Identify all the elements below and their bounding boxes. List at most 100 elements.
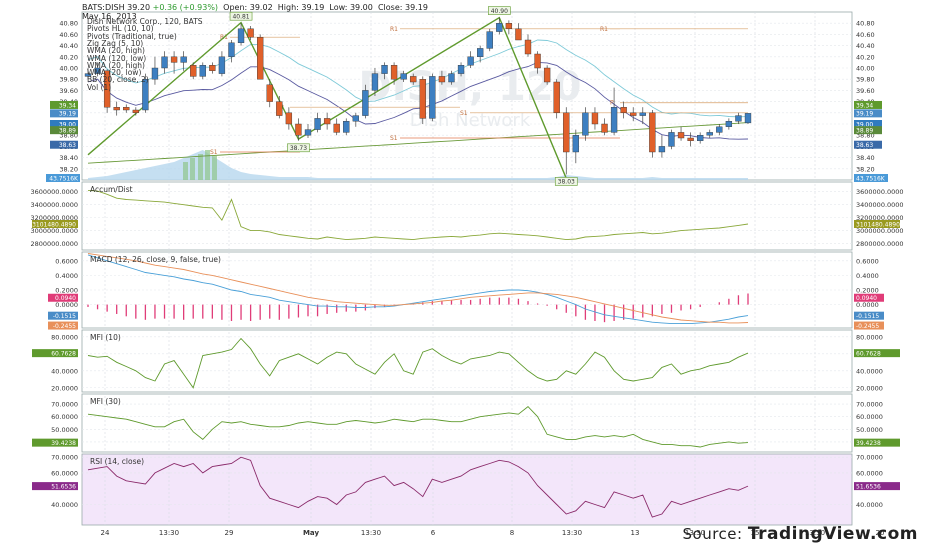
x-tick-label: 15 xyxy=(751,529,760,537)
candle-body xyxy=(285,112,293,125)
candle-body xyxy=(658,146,666,153)
macd-signal-line xyxy=(87,253,749,324)
x-tick-label: 6 xyxy=(431,529,436,537)
value-badge-left xyxy=(32,482,78,491)
pivot-level-label: R1 xyxy=(390,26,398,33)
y-tick-label-left: 3600000.0000 xyxy=(30,188,78,196)
header-line-1: BATS:DISH 39.20 +0.36 (+0.93%) Open: 39.… xyxy=(82,3,428,12)
price-badge-right xyxy=(854,140,882,149)
mfi30-line xyxy=(87,405,749,448)
candle-body xyxy=(228,42,235,57)
y-tick-label-left: 20.0000 xyxy=(51,384,78,392)
price-badge-left-label: 39.34 xyxy=(59,102,76,109)
price-badge-right xyxy=(854,109,882,118)
rsi-line xyxy=(87,456,749,518)
value-badge-left xyxy=(32,219,78,228)
source-prefix: Source: xyxy=(682,525,743,543)
x-tick-label: 8 xyxy=(510,529,514,537)
legend-item[interactable]: Zig Zag (5, 10) xyxy=(87,38,144,48)
candle-body xyxy=(515,28,522,41)
x-tick-label: 13:30 xyxy=(562,529,582,537)
pane-frame xyxy=(81,393,853,453)
candle-body xyxy=(457,64,465,74)
legend-item[interactable]: BB (20, close, 2) xyxy=(87,75,149,85)
price-badge-right-label: 39.19 xyxy=(856,111,873,118)
source-brand: TradingView.com xyxy=(747,524,918,544)
volume-bar xyxy=(212,156,217,180)
pivot-hl-label: 38.03 xyxy=(558,179,575,186)
legend-item[interactable]: Pivots (Traditional, true) xyxy=(87,31,177,41)
y-tick-label-left: 60.0000 xyxy=(51,469,78,477)
price-change: +0.36 (+0.93%) xyxy=(152,3,219,12)
high-label: High: xyxy=(277,3,299,12)
candle-body xyxy=(486,31,493,49)
candle-body xyxy=(668,132,675,147)
value-badge-right xyxy=(854,482,900,491)
candle-body xyxy=(400,73,407,80)
candle-body xyxy=(419,78,426,119)
pane-title: MACD (12, 26, close, 9, false, true) xyxy=(90,255,221,264)
macd-badge-left xyxy=(48,293,78,302)
candle-body xyxy=(543,67,551,83)
y-tick-label-left: 2800000.0000 xyxy=(30,240,78,248)
value-badge-right xyxy=(854,219,900,228)
macd-badge-left-label: -0.2455 xyxy=(53,323,76,330)
y-tick-label-right: 40.0000 xyxy=(856,501,883,509)
y-tick-label-right: 3400000.0000 xyxy=(856,201,904,209)
legend-item[interactable]: Dish Network Corp., 120, BATS xyxy=(87,17,203,26)
candle-body xyxy=(371,73,379,91)
y-tick-label-left: 40.60 xyxy=(59,31,78,39)
candle-body xyxy=(142,78,149,111)
accum-dist-line xyxy=(87,189,749,241)
wma-high-line xyxy=(87,39,749,118)
y-tick-label-left: 3000000.0000 xyxy=(30,227,78,235)
legend-item[interactable]: WMA (120, low) xyxy=(87,53,147,63)
pivot-hl-label: 40.90 xyxy=(491,8,508,15)
macd-badge-left-label: -0.1515 xyxy=(53,313,76,320)
value-badge-left xyxy=(32,438,78,447)
legend-item[interactable]: WMA (20, high) xyxy=(87,60,145,70)
candle-body xyxy=(524,39,532,55)
mfi10-line xyxy=(87,337,749,389)
legend-item[interactable]: Pivots HL (10, 10) xyxy=(87,24,154,34)
x-tick-label: 13:30 xyxy=(685,529,705,537)
legend-item[interactable]: Vol (1) xyxy=(87,82,112,92)
candle-body xyxy=(266,84,273,102)
candle-body xyxy=(314,118,321,130)
candle-body xyxy=(304,129,312,136)
legend-item[interactable]: WMA (20, high) xyxy=(87,46,145,56)
y-tick-label-left: 40.00 xyxy=(59,65,78,73)
y-tick-label-right: 38.40 xyxy=(856,154,875,162)
pivot-hl-label: 38.73 xyxy=(290,145,307,152)
legend-item[interactable]: WMA (20, low) xyxy=(87,68,142,78)
open-label: Open: xyxy=(223,3,248,12)
pane-title: Accum/Dist xyxy=(90,185,133,194)
candle-body xyxy=(477,48,484,58)
y-tick-label-left: 3400000.0000 xyxy=(30,201,78,209)
macd-badge-right-label: -0.2455 xyxy=(856,323,879,330)
y-tick-label-left: 50.0000 xyxy=(51,426,78,434)
y-tick-label-right: 50.0000 xyxy=(856,426,883,434)
pane-title: RSI (14, close) xyxy=(90,457,144,466)
macd-badge-right-label: -0.1515 xyxy=(856,313,879,320)
y-tick-label-right: 38.80 xyxy=(856,132,875,140)
close-value: 39.19 xyxy=(405,3,428,12)
y-tick-label-left: 70.0000 xyxy=(51,454,78,462)
y-tick-label-left: 40.20 xyxy=(59,53,78,61)
candle-body xyxy=(572,134,579,153)
candle-body xyxy=(94,67,101,74)
candle-body xyxy=(132,109,139,113)
candle-body xyxy=(170,56,178,63)
y-tick-label-right: 39.80 xyxy=(856,76,875,84)
y-tick-label-left: 38.80 xyxy=(59,132,78,140)
y-tick-label-left: 0.0000 xyxy=(55,301,78,309)
candle-body xyxy=(630,112,637,116)
volume-bar xyxy=(205,150,210,180)
candle-body xyxy=(677,132,685,139)
volume-badge-right xyxy=(854,174,888,182)
price-badge-right xyxy=(854,100,882,109)
pane-title: MFI (10) xyxy=(90,333,121,342)
y-tick-label-right: 40.60 xyxy=(856,31,875,39)
value-badge-left-label: 3101480.4890 xyxy=(32,221,76,228)
